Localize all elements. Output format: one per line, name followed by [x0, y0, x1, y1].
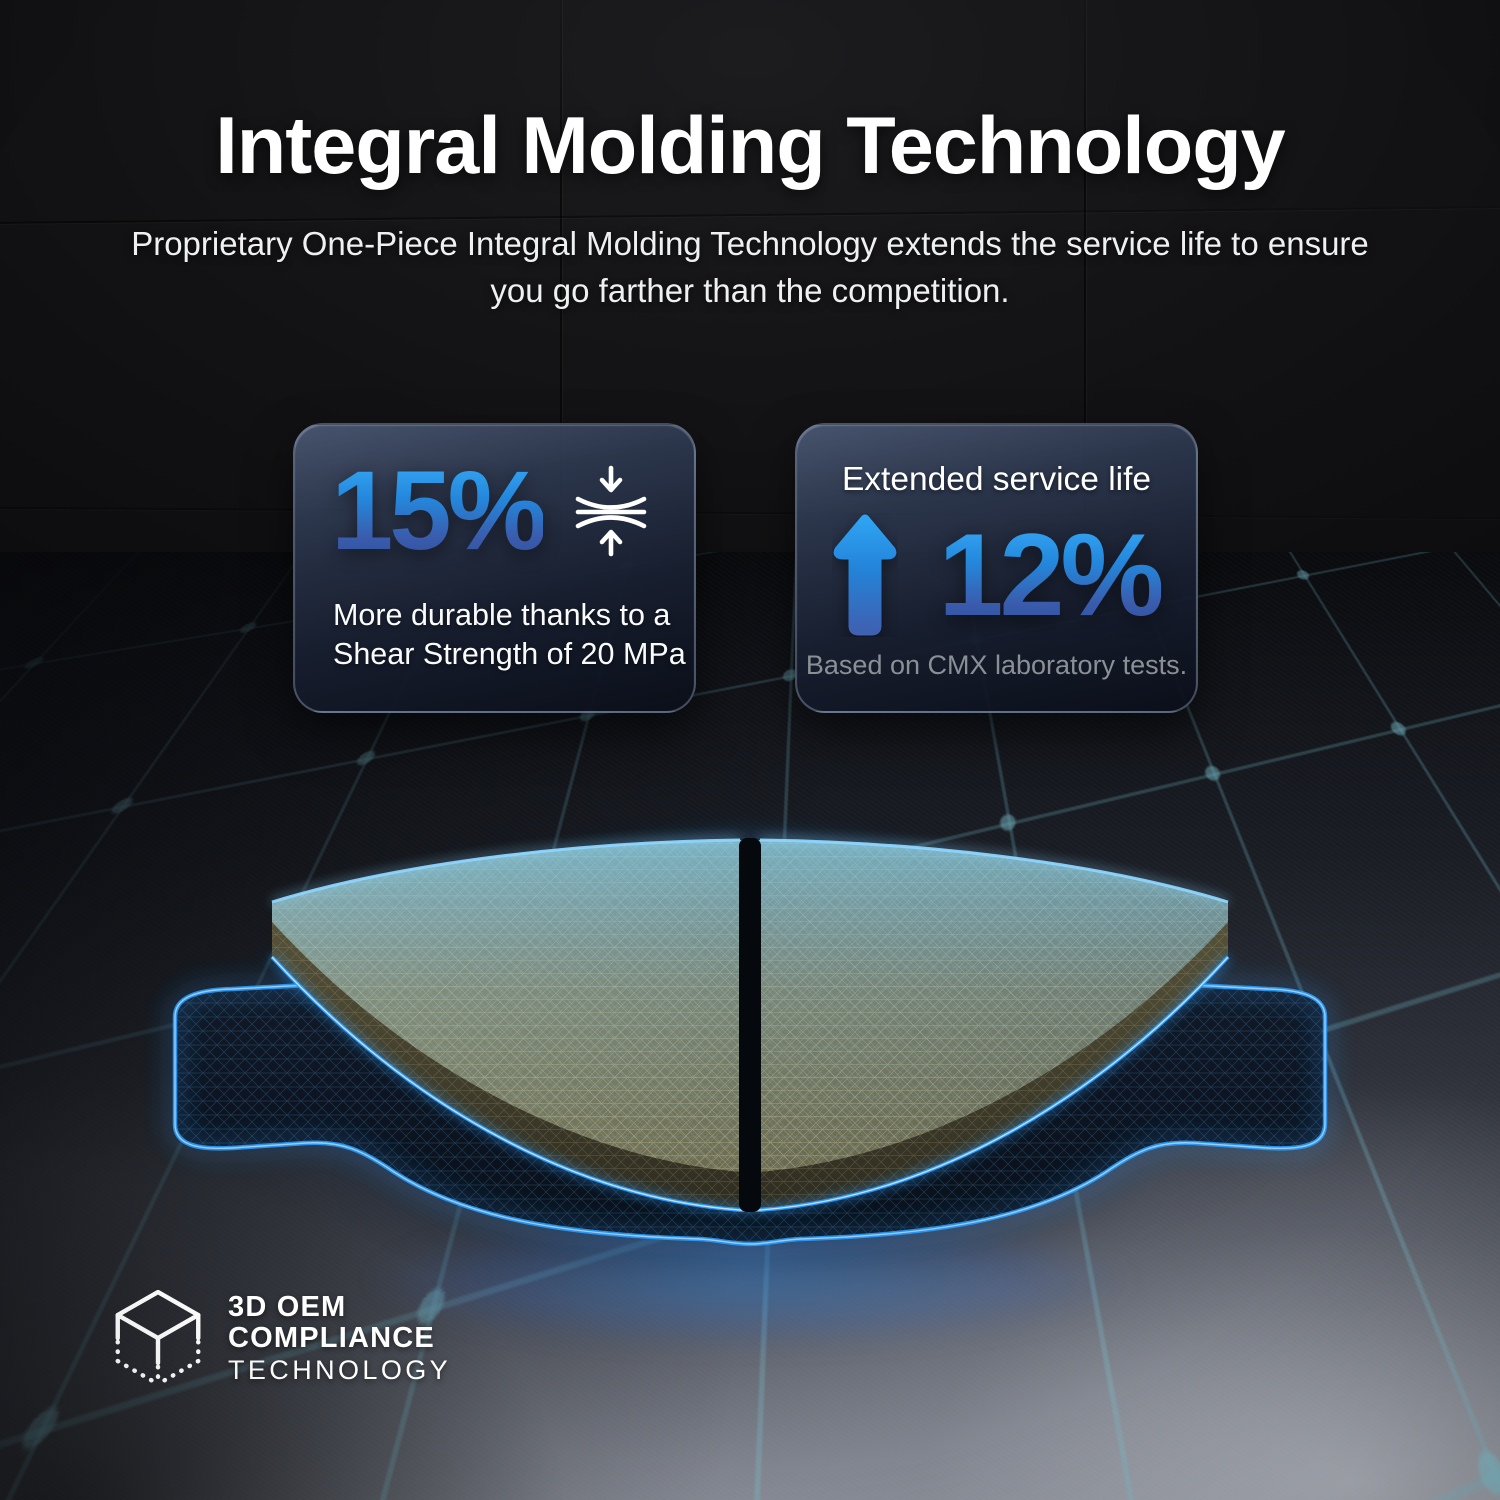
brand-logo: 3D OEM COMPLIANCE TECHNOLOGY: [112, 1286, 451, 1392]
wall-seam-vertical: [560, 0, 562, 600]
page-title: Integral Molding Technology: [215, 101, 1285, 191]
wall-seam-horizontal: [0, 506, 1500, 520]
brand-line-3: TECHNOLOGY: [228, 1355, 452, 1386]
brand-line-1: 3D OEM: [228, 1290, 347, 1323]
pad-center-slot: [739, 838, 761, 1212]
durability-description-line1: More durable thanks to a: [333, 597, 671, 632]
service-life-heading: Extended service life: [841, 461, 1152, 498]
brand-line-2: COMPLIANCE: [228, 1322, 435, 1355]
wall-seam-vertical: [1084, 0, 1086, 600]
durability-description: More durable thanks to a Shear Strength …: [333, 596, 686, 675]
service-life-value: 12%: [938, 509, 1164, 641]
arrow-up-icon: [834, 514, 897, 636]
durability-description-line2: Shear Strength of 20 MPa: [333, 637, 686, 672]
service-life-footnote: Based on CMX laboratory tests.: [805, 650, 1188, 680]
wireframe-cube-icon: [115, 1289, 201, 1387]
service-life-card: Extended service life 12% Based on CMX l…: [795, 423, 1198, 713]
service-life-stat-row: 12%: [797, 513, 1196, 637]
brand-logo-text: 3D OEM COMPLIANCE TECHNOLOGY: [228, 1290, 452, 1387]
durability-card: 15% More durable thanks to a Shear Stren…: [293, 423, 696, 713]
durability-value: 15%: [331, 448, 547, 573]
compress-icon: [575, 465, 647, 557]
page-subtitle: Proprietary One-Piece Integral Molding T…: [131, 225, 1369, 309]
brake-pad-illustration: [155, 807, 1345, 1312]
